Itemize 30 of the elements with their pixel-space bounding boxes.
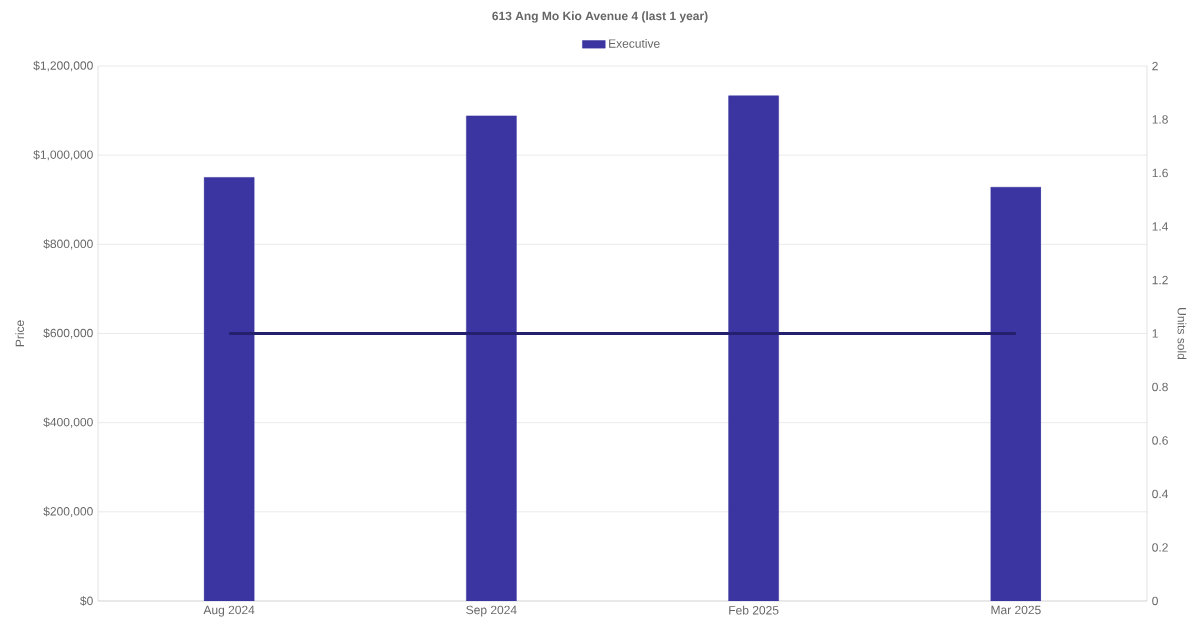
y2-tick-label: 0.8 (1152, 382, 1168, 392)
y-axis-title: Price (15, 320, 25, 347)
bar (203, 177, 255, 601)
y2-tick-label: 2 (1152, 61, 1158, 71)
y-tick-label: $1,200,000 (33, 60, 93, 72)
y2-tick-label: 0 (1152, 596, 1158, 606)
y-tick-label: $400,000 (43, 417, 93, 428)
y2-tick-label: 0.4 (1152, 489, 1169, 499)
bar (728, 95, 779, 601)
x-tick-label: Aug 2024 (203, 605, 255, 617)
y2-tick-label: 0.6 (1152, 436, 1168, 445)
x-tick-label: Feb 2025 (729, 605, 779, 615)
y2-tick-label: 1 (1152, 329, 1158, 338)
x-tick-label: Sep 2024 (466, 605, 517, 617)
y-tick-label: $0 (80, 596, 93, 606)
y-tick-label: $600,000 (43, 328, 93, 339)
y2-tick-label: 1.8 (1152, 115, 1168, 124)
y2-tick-label: 0.2 (1152, 543, 1168, 552)
y-tick-label: $800,000 (43, 239, 93, 250)
bar (466, 115, 517, 601)
chart-title: 613 Ang Mo Kio Avenue 4 (last 1 year) (492, 11, 708, 23)
y-tick-label: $1,000,000 (33, 149, 93, 161)
y2-tick-label: 1.6 (1152, 168, 1168, 178)
y-tick-label: $200,000 (43, 506, 93, 518)
bar (990, 186, 1042, 601)
y2-tick-label: 1.4 (1152, 222, 1169, 231)
y2-axis-title: Units sold (1177, 308, 1187, 360)
x-tick-label: Mar 2025 (991, 605, 1041, 615)
y2-tick-label: 1.2 (1152, 275, 1168, 285)
legend-label: Executive (609, 38, 660, 48)
